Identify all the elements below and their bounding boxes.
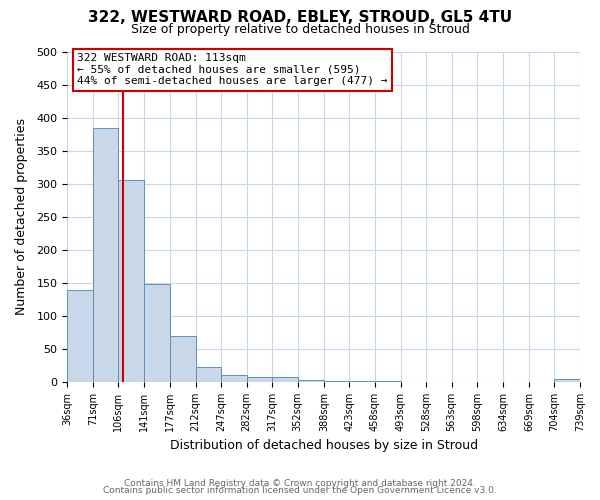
Bar [247,378,272,382]
Bar [375,380,401,382]
Text: Contains public sector information licensed under the Open Government Licence v3: Contains public sector information licen… [103,486,497,495]
Bar [170,336,196,382]
Bar [93,128,118,382]
Text: Size of property relative to detached houses in Stroud: Size of property relative to detached ho… [131,22,469,36]
Bar [67,290,93,382]
Bar [554,379,580,382]
X-axis label: Distribution of detached houses by size in Stroud: Distribution of detached houses by size … [170,440,478,452]
Bar [144,284,170,382]
Bar [118,180,144,382]
Bar [324,380,349,382]
Text: 322, WESTWARD ROAD, EBLEY, STROUD, GL5 4TU: 322, WESTWARD ROAD, EBLEY, STROUD, GL5 4… [88,10,512,25]
Text: 322 WESTWARD ROAD: 113sqm
← 55% of detached houses are smaller (595)
44% of semi: 322 WESTWARD ROAD: 113sqm ← 55% of detac… [77,53,388,86]
Text: Contains HM Land Registry data © Crown copyright and database right 2024.: Contains HM Land Registry data © Crown c… [124,478,476,488]
Bar [349,380,375,382]
Bar [272,378,298,382]
Y-axis label: Number of detached properties: Number of detached properties [15,118,28,316]
Bar [298,380,324,382]
Bar [221,376,247,382]
Bar [196,367,221,382]
